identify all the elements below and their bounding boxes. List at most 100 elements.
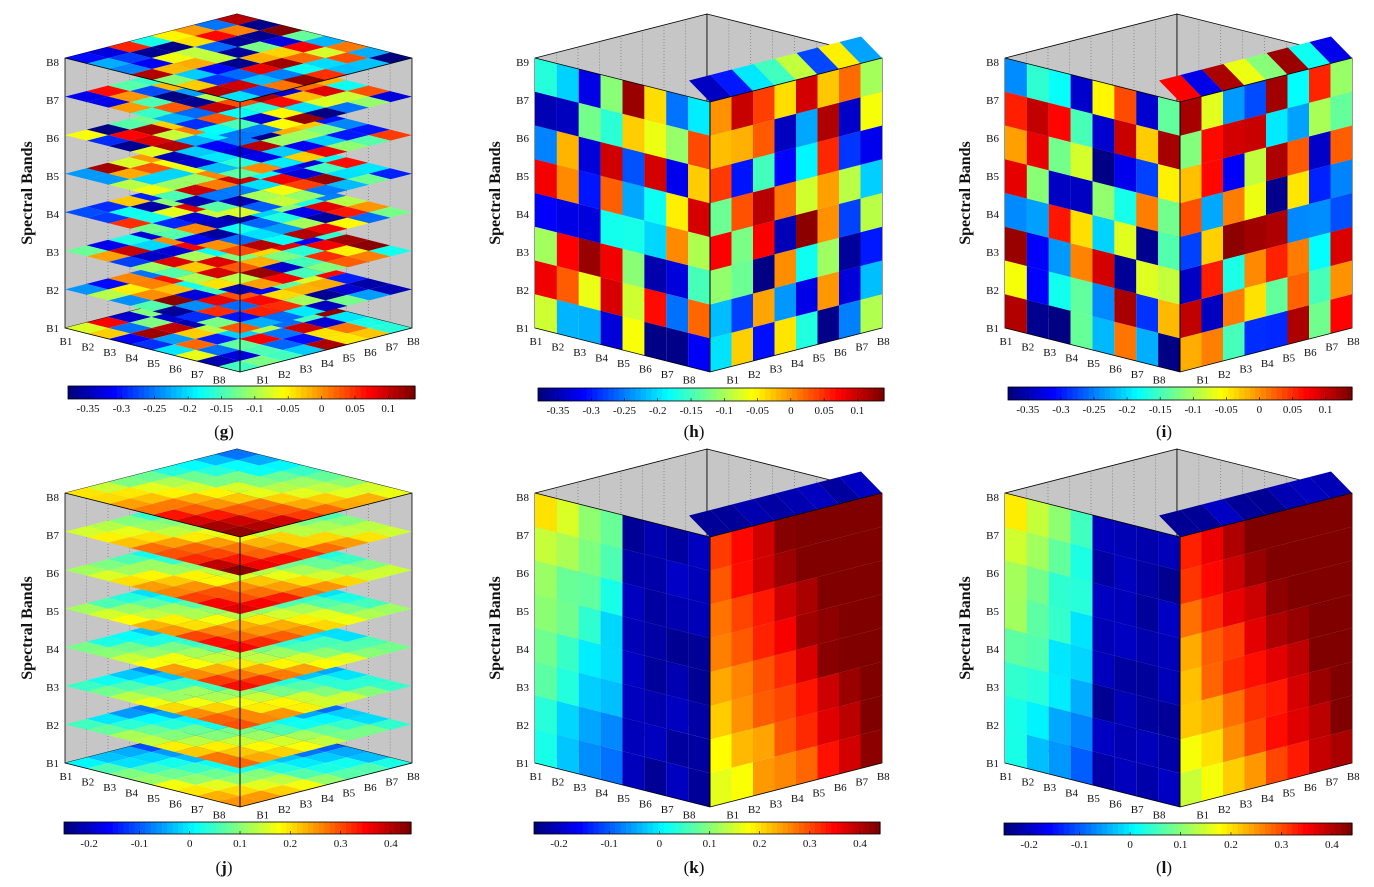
slice-cell [196, 520, 240, 532]
face-cell-right [753, 554, 775, 594]
colorbar-segment [1188, 823, 1195, 835]
slice-cell [151, 272, 195, 284]
slice-cell [304, 107, 348, 119]
colorbar-segment [139, 822, 146, 834]
colorbar-segment [1190, 387, 1197, 400]
slice-cell [151, 168, 196, 180]
face-cell-right [796, 277, 818, 317]
slice-cell [152, 256, 196, 268]
slice-cell [239, 278, 283, 290]
colorbar-segment [739, 822, 746, 834]
colorbar-segment [1292, 387, 1299, 400]
slice-cell [195, 663, 240, 675]
face-cell-right [796, 543, 818, 583]
slice-cell [324, 195, 369, 207]
face-cell-right [839, 232, 861, 272]
z-tick-label: B3 [516, 247, 529, 259]
slice-cell [151, 129, 196, 141]
colorbar-segment [1194, 823, 1201, 835]
colorbar-segment [683, 388, 690, 401]
slice-cell [151, 487, 196, 499]
slice-cell [239, 636, 283, 648]
face-cell-left [1158, 299, 1180, 339]
z-tick-label: B3 [46, 247, 59, 259]
slice-cell [260, 658, 305, 670]
face-cell-left [1136, 728, 1159, 768]
face-cell-left [666, 559, 689, 599]
colorbar-segment [1297, 823, 1304, 835]
colorbar-segment [1110, 387, 1117, 400]
slice-cell [303, 124, 347, 136]
face-cell-right [1244, 650, 1266, 690]
face-cell-left [688, 666, 710, 706]
slice-cell [196, 674, 240, 686]
colorbar-tick-label: 0.1 [1174, 839, 1188, 851]
face-cell-right [710, 332, 732, 372]
z-tick-label: B7 [986, 95, 999, 107]
face-cell-right [753, 723, 775, 763]
slice-cell [260, 107, 305, 119]
colorbar-tick-label: 0 [788, 405, 794, 417]
face-cell-right [1309, 532, 1331, 572]
face-cell-left [1092, 582, 1115, 622]
face-cell-right [817, 170, 839, 210]
slice-cell [346, 482, 391, 493]
face-cell-left [688, 332, 710, 372]
colorbar-segment [673, 388, 680, 401]
colorbar-tick-label: 0.4 [853, 838, 867, 850]
face-cell-right [1244, 548, 1266, 588]
slice-cell [195, 729, 239, 741]
colorbar-tick-label: 0 [1127, 839, 1133, 851]
face-cell-left [1048, 672, 1071, 712]
colorbar-segment [118, 822, 125, 834]
face-cell-right [1180, 265, 1202, 305]
slice-cell [346, 636, 391, 648]
colorbar-segment [674, 822, 681, 834]
slice-cell [108, 272, 152, 284]
slice-cell [368, 526, 412, 538]
slice-cell [239, 201, 283, 213]
slice-cell [130, 289, 174, 301]
slice-cell [129, 124, 174, 136]
slice-cell [217, 542, 261, 554]
face-cell-left [1092, 751, 1115, 791]
y-tick-label: B1 [256, 374, 269, 386]
face-cell-right [860, 493, 882, 533]
top-cell [689, 510, 732, 537]
face-cell-left [622, 717, 645, 757]
colorbar-tick-label: 0.1 [1319, 404, 1333, 416]
slice-cell [261, 311, 305, 323]
colorbar-segment [199, 822, 206, 834]
face-cell-right [1180, 231, 1202, 271]
colorbar-segment [95, 386, 102, 399]
face-cell-left [1158, 599, 1180, 639]
x-tick-label: B6 [1109, 798, 1122, 810]
face-cell-left [1114, 756, 1137, 796]
face-cell-right [731, 91, 753, 131]
colorbar-segment [404, 386, 411, 399]
slice-cell [217, 515, 262, 526]
colorbar-segment [360, 386, 367, 399]
slice-cell [173, 239, 217, 251]
slice-cell [347, 289, 391, 301]
z-tick-label: B8 [986, 57, 999, 69]
face-cell-right [753, 588, 775, 628]
y-tick-label: B8 [1347, 771, 1360, 783]
slice-cell [174, 669, 218, 681]
colorbar-segment [602, 388, 609, 401]
face-cell-right [1201, 259, 1223, 299]
top-cell [732, 499, 775, 526]
face-cell-right [1244, 113, 1266, 153]
slice-cell [108, 526, 152, 538]
colorbar-segment [593, 822, 600, 834]
face-cell-right [1223, 220, 1245, 260]
slice-cell [325, 179, 369, 191]
slice-cell [86, 317, 130, 328]
slice-cell [281, 30, 325, 42]
colorbar-segment [340, 822, 347, 834]
slice-cell [325, 537, 369, 549]
colorbar-segment [1126, 387, 1133, 400]
face-cell-right [710, 700, 732, 740]
slice-cell [108, 476, 152, 488]
slice-cell [196, 162, 240, 174]
